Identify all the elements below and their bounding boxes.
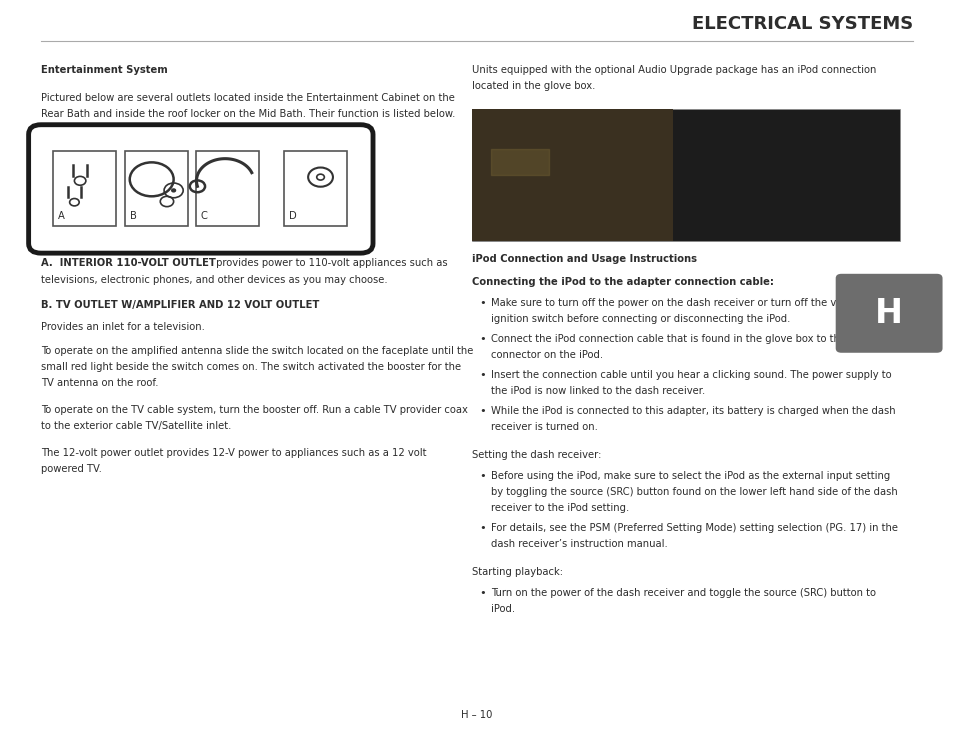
Text: •: • xyxy=(478,406,485,416)
Circle shape xyxy=(172,189,175,192)
Text: televisions, electronic phones, and other devices as you may choose.: televisions, electronic phones, and othe… xyxy=(41,275,387,285)
Text: Before using the iPod, make sure to select the iPod as the external input settin: Before using the iPod, make sure to sele… xyxy=(491,471,890,481)
Text: iPod Connection and Usage Instructions: iPod Connection and Usage Instructions xyxy=(472,254,697,264)
Text: To operate on the TV cable system, turn the booster off. Run a cable TV provider: To operate on the TV cable system, turn … xyxy=(41,405,467,415)
Text: B: B xyxy=(130,210,136,221)
Text: •: • xyxy=(478,370,485,380)
Text: receiver is turned on.: receiver is turned on. xyxy=(491,422,598,432)
Bar xyxy=(284,151,347,226)
Text: receiver to the iPod setting.: receiver to the iPod setting. xyxy=(491,503,629,514)
Text: For details, see the PSM (Preferred Setting Mode) setting selection (PG. 17) in : For details, see the PSM (Preferred Sett… xyxy=(491,523,898,534)
Text: located in the glove box.: located in the glove box. xyxy=(472,81,595,92)
Text: Entertainment System: Entertainment System xyxy=(41,65,168,75)
Text: to the exterior cable TV/Satellite inlet.: to the exterior cable TV/Satellite inlet… xyxy=(41,421,232,431)
Text: B. TV OUTLET W/AMPLIFIER AND 12 VOLT OUTLET: B. TV OUTLET W/AMPLIFIER AND 12 VOLT OUT… xyxy=(41,300,319,310)
Bar xyxy=(472,109,899,241)
Text: Connecting the iPod to the adapter connection cable:: Connecting the iPod to the adapter conne… xyxy=(472,277,774,286)
Text: small red light beside the switch comes on. The switch activated the booster for: small red light beside the switch comes … xyxy=(41,362,460,372)
Text: •: • xyxy=(478,523,485,534)
Text: connector on the iPod.: connector on the iPod. xyxy=(491,350,603,360)
Text: provides power to 110-volt appliances such as: provides power to 110-volt appliances su… xyxy=(213,258,447,269)
Text: Setting the dash receiver:: Setting the dash receiver: xyxy=(472,449,601,460)
Text: Make sure to turn off the power on the dash receiver or turn off the vehicle’s: Make sure to turn off the power on the d… xyxy=(491,297,874,308)
Bar xyxy=(472,109,673,241)
Text: the iPod is now linked to the dash receiver.: the iPod is now linked to the dash recei… xyxy=(491,386,705,396)
Text: Starting playback:: Starting playback: xyxy=(472,567,562,577)
Text: A: A xyxy=(58,210,65,221)
Text: While the iPod is connected to this adapter, its battery is charged when the das: While the iPod is connected to this adap… xyxy=(491,406,895,416)
Bar xyxy=(53,151,116,226)
Text: A.  INTERIOR 110-VOLT OUTLET: A. INTERIOR 110-VOLT OUTLET xyxy=(41,258,215,269)
Text: ELECTRICAL SYSTEMS: ELECTRICAL SYSTEMS xyxy=(691,15,912,33)
Text: powered TV.: powered TV. xyxy=(41,464,102,474)
Text: •: • xyxy=(478,297,485,308)
FancyBboxPatch shape xyxy=(835,274,942,353)
Text: Pictured below are several outlets located inside the Entertainment Cabinet on t: Pictured below are several outlets locat… xyxy=(41,93,455,103)
Text: D: D xyxy=(289,210,296,221)
Text: H: H xyxy=(874,297,902,330)
Bar xyxy=(125,151,188,226)
Text: dash receiver’s instruction manual.: dash receiver’s instruction manual. xyxy=(491,539,667,550)
Text: H – 10: H – 10 xyxy=(461,709,492,720)
Bar xyxy=(195,151,258,226)
Text: The 12-volt power outlet provides 12-V power to appliances such as a 12 volt: The 12-volt power outlet provides 12-V p… xyxy=(41,448,426,458)
Text: Rear Bath and inside the roof locker on the Mid Bath. Their function is listed b: Rear Bath and inside the roof locker on … xyxy=(41,109,455,120)
Text: C: C xyxy=(200,210,207,221)
FancyBboxPatch shape xyxy=(29,125,373,253)
Text: •: • xyxy=(478,471,485,481)
Text: Connect the iPod connection cable that is found in the glove box to the dock: Connect the iPod connection cable that i… xyxy=(491,334,872,344)
Text: Turn on the power of the dash receiver and toggle the source (SRC) button to: Turn on the power of the dash receiver a… xyxy=(491,588,876,598)
Text: •: • xyxy=(478,588,485,598)
Text: by toggling the source (SRC) button found on the lower left hand side of the das: by toggling the source (SRC) button foun… xyxy=(491,487,897,497)
Text: •: • xyxy=(478,334,485,344)
Text: To operate on the amplified antenna slide the switch located on the faceplate un: To operate on the amplified antenna slid… xyxy=(41,346,473,356)
Text: Insert the connection cable until you hear a clicking sound. The power supply to: Insert the connection cable until you he… xyxy=(491,370,891,380)
Text: Units equipped with the optional Audio Upgrade package has an iPod connection: Units equipped with the optional Audio U… xyxy=(472,65,876,75)
Text: iPod.: iPod. xyxy=(491,604,515,614)
Text: Provides an inlet for a television.: Provides an inlet for a television. xyxy=(41,323,205,332)
Text: TV antenna on the roof.: TV antenna on the roof. xyxy=(41,379,158,388)
Text: ignition switch before connecting or disconnecting the iPod.: ignition switch before connecting or dis… xyxy=(491,314,790,324)
